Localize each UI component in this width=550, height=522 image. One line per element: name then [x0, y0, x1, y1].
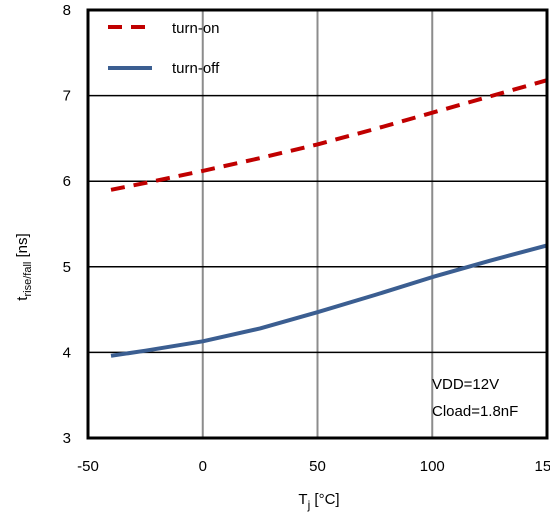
series-line-turn-off [110, 243, 548, 358]
y-tick-label: 8 [63, 2, 71, 19]
x-axis-label: Tj [°C] [298, 491, 339, 512]
x-axis-label-unit: [°C] [310, 491, 339, 508]
annotation-cload: Cload=1.8nF [432, 403, 518, 420]
grid-layer [88, 10, 548, 438]
annotation-vdd: VDD=12V [432, 376, 499, 393]
x-tick-label: -50 [77, 458, 99, 475]
y-tick-label: 6 [63, 173, 71, 190]
x-tick-label: 100 [420, 458, 445, 475]
x-tick-label: 0 [199, 458, 207, 475]
tick-layer: -50 0 50 100 150 3 4 5 6 7 8 [63, 2, 550, 475]
series-line-turn-on [110, 78, 548, 192]
x-axis-label-sub: j [307, 498, 311, 512]
y-tick-label: 5 [63, 259, 71, 276]
y-axis-label: trise/fall [ns] [14, 233, 34, 300]
y-axis-label-main: t [14, 296, 31, 301]
plot-frame [86, 8, 549, 440]
series-layer [110, 78, 548, 358]
x-tick-label: 50 [309, 458, 326, 475]
y-tick-label: 7 [63, 88, 71, 105]
x-axis-label-main: T [298, 491, 307, 508]
legend-label-turn-on: turn-on [172, 20, 220, 37]
x-tick-label: 150 [534, 458, 550, 475]
y-tick-label: 4 [63, 344, 71, 361]
y-axis-label-sub: rise/fall [22, 262, 34, 297]
y-axis-label-unit: [ns] [14, 233, 31, 261]
legend: turn-on turn-off [108, 20, 220, 77]
y-tick-label: 3 [63, 430, 71, 447]
legend-label-turn-off: turn-off [172, 60, 220, 77]
